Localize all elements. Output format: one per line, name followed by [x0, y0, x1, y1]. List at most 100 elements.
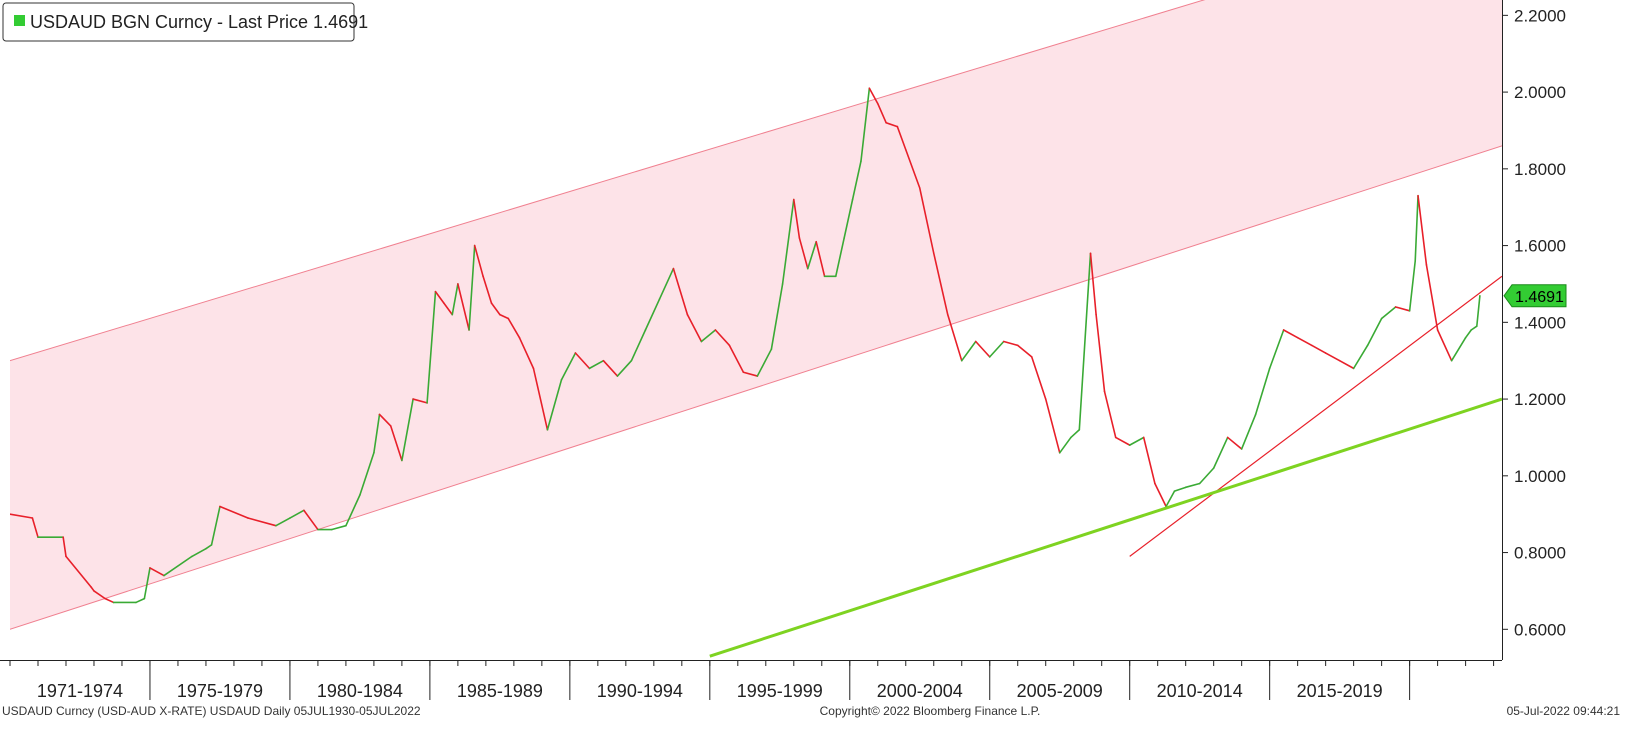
price-segment — [1408, 260, 1417, 312]
trendlines — [709, 275, 1502, 658]
price-segment — [918, 187, 935, 255]
price-segment — [546, 379, 563, 431]
price-segment — [1095, 313, 1106, 393]
price-segment — [275, 517, 291, 527]
y-axis: 2.2000 2.0000 1.8000 1.6000 1.4000 1.2000 1.00… — [1502, 0, 1566, 660]
price-segment — [1128, 436, 1145, 446]
price-segment — [588, 359, 605, 370]
x-axis: 1971-1974 1975-1979 1980-1984 1985-1989 1990… — [0, 660, 1502, 701]
price-segment — [658, 267, 675, 301]
x-period-label: 1975-1979 — [177, 681, 263, 701]
price-segment — [104, 597, 115, 604]
price-segment — [1394, 306, 1411, 312]
price-segment — [473, 244, 484, 278]
price-segment — [1470, 325, 1478, 331]
price-segment — [781, 198, 795, 285]
price-segment — [389, 425, 403, 462]
y-tick-label: 1.8000 — [1514, 160, 1566, 179]
price-segment — [163, 555, 193, 577]
price-segment — [210, 505, 221, 546]
price-segment — [426, 290, 437, 404]
x-period-label: 2005-2009 — [1017, 681, 1103, 701]
last-price-marker: 1.4691 — [1503, 284, 1567, 308]
price-segment — [1114, 436, 1131, 446]
price-segment — [904, 148, 921, 189]
price-segment — [1338, 359, 1355, 370]
price-segment — [93, 590, 106, 600]
price-segment — [499, 313, 510, 320]
price-segment — [756, 348, 773, 377]
price-segment — [149, 567, 165, 577]
price-segment — [1030, 356, 1047, 400]
x-period-label: 2015-2019 — [1297, 681, 1383, 701]
price-segment — [1240, 413, 1257, 450]
price-segment — [815, 240, 826, 278]
price-segment — [289, 509, 305, 519]
price-segment — [1154, 482, 1167, 508]
y-tick-label: 1.4000 — [1514, 313, 1566, 332]
price-segment — [191, 547, 207, 558]
price-segment — [946, 313, 963, 362]
footer: USDAUD Curncy (USD-AUD X-RATE) USDAUD Da… — [2, 704, 1620, 718]
footer-source: USDAUD Curncy (USD-AUD X-RATE) USDAUD Da… — [2, 704, 421, 718]
price-segment — [482, 275, 493, 304]
x-period-labels: 1971-1974 1975-1979 1980-1984 1985-1989 1990… — [9, 660, 1495, 701]
price-segment — [373, 413, 381, 454]
price-segment — [1058, 436, 1072, 454]
price-segment — [1352, 344, 1369, 370]
price-segment — [401, 398, 414, 462]
price-segment — [1078, 252, 1092, 431]
legend[interactable]: USDAUD BGN Curncy - Last Price 1.4691 — [2, 2, 368, 42]
price-segment — [728, 344, 745, 374]
price-segment — [1103, 390, 1117, 439]
price-segment — [468, 244, 476, 331]
price-segment — [876, 102, 887, 124]
price-segment — [303, 509, 319, 531]
price-segment — [345, 494, 361, 527]
price-segment — [1212, 436, 1229, 469]
price-segment — [630, 329, 647, 362]
price-segment — [1016, 344, 1033, 358]
price-segment — [1417, 194, 1428, 266]
x-period-label: 1985-1989 — [457, 681, 543, 701]
price-segment — [843, 198, 854, 239]
y-tick-label: 2.0000 — [1514, 83, 1566, 102]
price-segment — [507, 317, 521, 339]
plot-area — [10, 0, 1502, 658]
price-segment — [1366, 317, 1383, 347]
price-segment — [1254, 367, 1271, 416]
price-segment — [974, 340, 991, 358]
last-price-value: 1.4691 — [1515, 289, 1564, 306]
x-period-label: 1971-1974 — [37, 681, 123, 701]
price-series — [10, 87, 1481, 604]
price-segment — [219, 505, 249, 519]
support-trendline — [709, 397, 1502, 658]
price-segment — [1464, 329, 1473, 339]
price-segment — [686, 313, 703, 343]
y-tick-label: 0.8000 — [1514, 544, 1566, 563]
price-segment — [700, 329, 717, 343]
price-segment — [143, 567, 151, 600]
price-segment — [62, 536, 67, 558]
price-segment — [616, 359, 633, 377]
price-segment — [1450, 336, 1467, 362]
price-segment — [988, 340, 1005, 358]
channel-lower-line — [10, 145, 1502, 630]
price-segment — [1165, 490, 1176, 508]
price-segment — [1476, 295, 1481, 327]
price-segment — [31, 517, 39, 539]
price-segment — [860, 87, 871, 162]
price-segment — [868, 87, 879, 105]
price-segment — [672, 267, 689, 316]
price-segment — [457, 283, 470, 331]
price-segment — [412, 398, 428, 404]
price-segment — [518, 336, 535, 370]
rising-trendline — [1129, 275, 1502, 557]
price-segment — [885, 121, 899, 128]
price-segment — [247, 517, 277, 527]
price-segment — [1436, 329, 1453, 362]
price-segment — [1282, 329, 1299, 339]
price-segment — [560, 352, 577, 381]
price-segment — [205, 544, 213, 550]
price-segment — [434, 290, 445, 304]
